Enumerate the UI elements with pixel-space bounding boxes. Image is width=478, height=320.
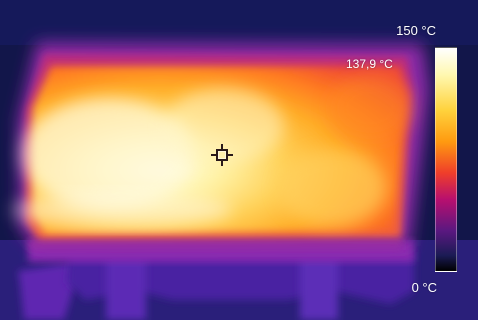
scale-min-label: 0 °C — [411, 280, 437, 295]
spot-temperature-label: 137,9 °C — [346, 57, 393, 71]
crosshair-icon — [211, 144, 233, 166]
temperature-scale-bar — [435, 47, 457, 272]
scale-max-label: 150 °C — [396, 23, 436, 38]
